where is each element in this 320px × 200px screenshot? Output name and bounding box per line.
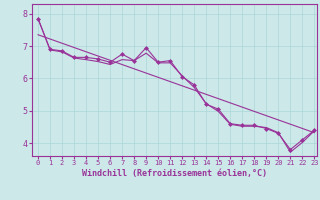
X-axis label: Windchill (Refroidissement éolien,°C): Windchill (Refroidissement éolien,°C) — [82, 169, 267, 178]
